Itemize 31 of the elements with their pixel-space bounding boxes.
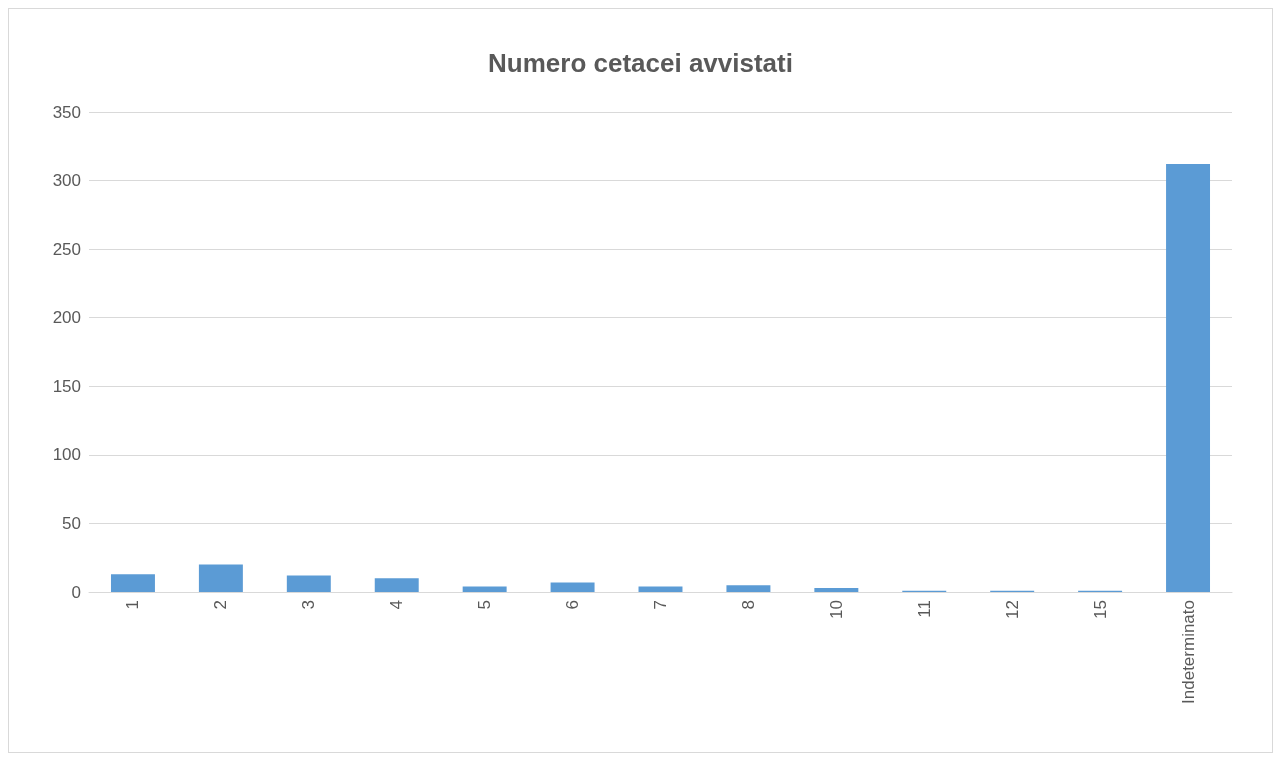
bar <box>1166 164 1211 592</box>
y-tick-label: 250 <box>52 239 81 259</box>
x-tick-label: 11 <box>914 600 934 618</box>
y-tick-label: 0 <box>71 582 81 602</box>
bar <box>198 564 243 592</box>
y-tick-label: 150 <box>52 376 81 396</box>
y-tick-label: 100 <box>52 445 81 465</box>
x-tick-label: 1 <box>123 600 143 610</box>
x-tick-label: 3 <box>299 600 319 610</box>
bar <box>814 587 859 592</box>
x-tick-label: 10 <box>826 600 846 619</box>
y-tick-label: 50 <box>62 513 81 533</box>
x-tick-label: 12 <box>1002 600 1022 619</box>
x-tick-label: 2 <box>211 600 231 610</box>
y-tick-label: 200 <box>52 308 81 328</box>
chart-title: Numero cetacei avvistati <box>488 48 793 78</box>
x-tick-label: 5 <box>475 600 495 610</box>
x-tick-label: 8 <box>738 600 758 610</box>
y-tick-label: 350 <box>52 102 81 122</box>
bar <box>550 582 595 592</box>
x-tick-label: Indeterminato <box>1178 600 1198 704</box>
y-tick-label: 300 <box>52 171 81 191</box>
x-tick-label: 4 <box>387 600 407 610</box>
bar <box>374 578 419 592</box>
bar <box>726 585 771 592</box>
bar <box>462 586 507 592</box>
bar <box>286 575 331 592</box>
x-tick-label: 7 <box>651 600 670 610</box>
x-tick-label: 15 <box>1090 600 1110 619</box>
bar <box>110 574 155 592</box>
x-tick-label: 6 <box>563 600 583 610</box>
